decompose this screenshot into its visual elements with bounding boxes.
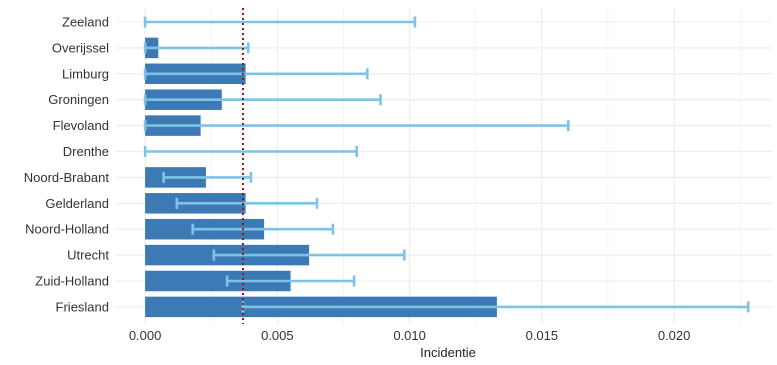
category-label: Drenthe bbox=[63, 144, 109, 159]
category-label: Flevoland bbox=[53, 118, 109, 133]
x-tick-label: 0.005 bbox=[261, 328, 294, 343]
category-label: Noord-Holland bbox=[25, 222, 109, 237]
category-label: Zuid-Holland bbox=[35, 274, 109, 289]
category-label: Overijssel bbox=[52, 40, 109, 55]
x-tick-labels: 0.000 0.005 0.010 0.015 0.020 bbox=[129, 328, 691, 343]
category-label: Friesland bbox=[56, 299, 109, 314]
category-label: Zeeland bbox=[62, 15, 109, 30]
x-tick-label: 0.010 bbox=[393, 328, 426, 343]
category-label: Noord-Brabant bbox=[24, 170, 110, 185]
bar bbox=[145, 270, 291, 292]
category-label: Limburg bbox=[62, 66, 109, 81]
y-tick-labels: Zeeland Overijssel Limburg Groningen Flevola… bbox=[24, 15, 110, 315]
error-bars bbox=[143, 16, 750, 313]
category-label: Utrecht bbox=[67, 248, 109, 263]
x-tick-label: 0.015 bbox=[526, 328, 559, 343]
category-label: Groningen bbox=[48, 92, 109, 107]
x-axis-title: Incidentie bbox=[420, 345, 476, 360]
x-tick-label: 0.020 bbox=[658, 328, 691, 343]
category-label: Gelderland bbox=[45, 196, 109, 211]
x-tick-label: 0.000 bbox=[129, 328, 162, 343]
